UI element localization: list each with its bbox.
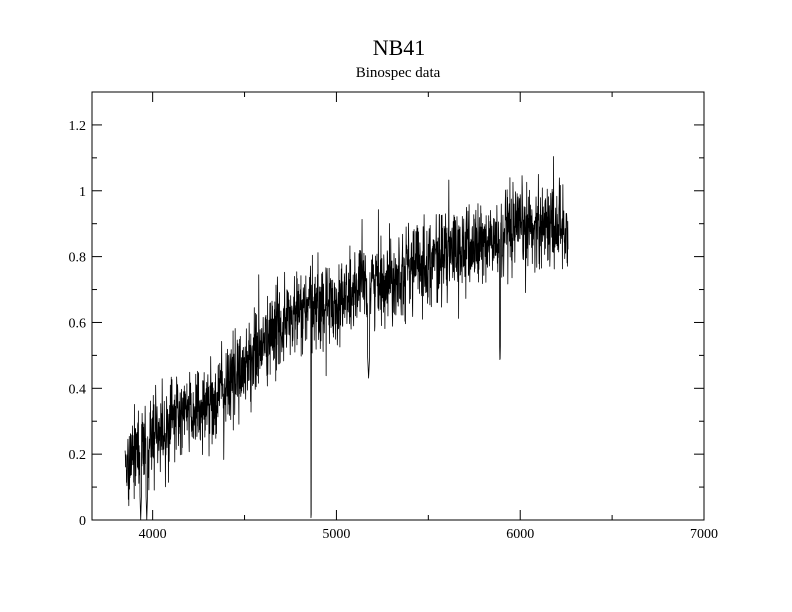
x-tick-label: 6000 [506, 527, 534, 542]
y-tick-label: 0.8 [69, 251, 87, 266]
y-tick-label: 1 [79, 185, 86, 200]
x-tick-label: 4000 [139, 527, 167, 542]
y-tick-label: 0 [79, 514, 86, 529]
series-line [124, 156, 569, 521]
y-tick-label: 0.4 [69, 382, 87, 397]
y-tick-label: 0.2 [69, 448, 87, 463]
chart-title: NB41 [373, 35, 426, 60]
x-tick-labels: 4000 5000 6000 7000 [139, 527, 718, 542]
chart-subtitle: Binospec data [356, 65, 441, 81]
y-tick-label: 1.2 [69, 119, 87, 134]
plot-frame [91, 91, 705, 521]
spectrum-series [124, 156, 569, 521]
x-tick-label: 5000 [322, 527, 350, 542]
y-tick-label: 0.6 [69, 316, 87, 331]
axis-ticks [92, 91, 705, 521]
x-tick-label: 7000 [690, 527, 718, 542]
y-tick-labels: 0 0.2 0.4 0.6 0.8 1 1.2 [69, 119, 87, 529]
